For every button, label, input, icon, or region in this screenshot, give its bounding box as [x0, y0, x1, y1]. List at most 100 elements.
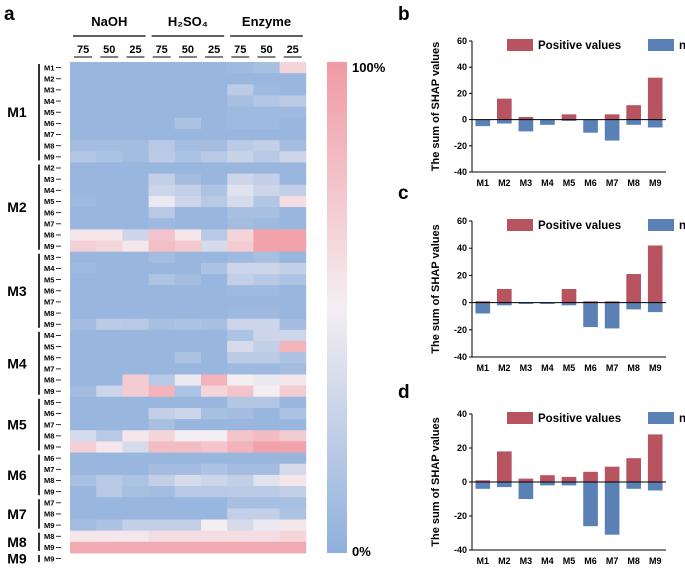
legend-label-negative: negative values	[679, 220, 685, 232]
heatmap-cell	[227, 296, 254, 308]
heatmap-cell	[253, 95, 280, 108]
row-label: M8	[44, 432, 54, 441]
legend-label-positive: Positive values	[538, 40, 621, 52]
heatmap-cell	[70, 62, 97, 74]
bar-negative	[604, 302, 620, 329]
row-label: M8	[44, 141, 54, 150]
heatmap-cell	[96, 218, 123, 230]
row-group-label: M6	[7, 467, 27, 483]
heatmap-cell	[148, 452, 176, 465]
heatmap-cell	[174, 508, 202, 520]
bar-positive	[647, 77, 663, 120]
y-tick-label: 60	[457, 36, 467, 46]
row-label: M7	[44, 420, 54, 429]
heatmap-cell	[201, 73, 228, 85]
heatmap-cell	[174, 95, 202, 108]
bar-negative	[475, 302, 491, 314]
x-tick-label: M5	[563, 363, 576, 373]
bar-chart-b: -40 -20 0 20 40 60 M1 M2 M3 M4 M5 M6 M7 M8 M9 The sum o…	[430, 36, 685, 188]
heatmap-cell	[70, 396, 97, 409]
heatmap-cell	[96, 195, 123, 208]
heatmap-cell	[148, 318, 176, 331]
x-tick-label: M2	[498, 556, 511, 566]
heatmap-cell	[148, 352, 176, 364]
heatmap-cell	[201, 329, 228, 342]
y-tick-label: 20	[457, 443, 467, 453]
heatmap-cell	[96, 128, 123, 141]
colorbar: 100% 0%	[327, 60, 386, 559]
heatmap-cell	[122, 541, 149, 554]
heatmap-cell	[148, 474, 176, 487]
heatmap-cell	[253, 307, 280, 320]
heatmap-cell	[201, 474, 228, 487]
heatmap-cell	[279, 396, 307, 409]
heatmap-cell	[174, 396, 202, 409]
heatmap-cell	[70, 474, 97, 487]
heatmap-cell	[227, 251, 254, 264]
heatmap-cell	[148, 407, 176, 420]
heatmap-cell	[122, 486, 149, 498]
heatmap-cell	[70, 530, 97, 543]
heatmap-cell	[279, 106, 307, 119]
bar-positive	[583, 301, 598, 303]
heatmap-cell	[227, 385, 254, 398]
heatmap-cell	[148, 173, 176, 186]
row-label: M3	[44, 175, 54, 184]
heatmap-cell	[201, 128, 228, 141]
heatmap-cell	[201, 374, 228, 387]
heatmap-cell	[148, 486, 176, 498]
heatmap-cell	[96, 340, 123, 353]
heatmap-cell	[122, 318, 149, 331]
heatmap-cell	[70, 285, 97, 297]
heatmap-cell	[279, 262, 307, 275]
heatmap-cell	[148, 519, 176, 532]
heatmap-cell	[201, 530, 228, 543]
heatmap-cell	[253, 218, 280, 230]
heatmap-cell	[174, 184, 202, 197]
heatmap-cell	[96, 274, 123, 286]
heatmap-cell	[279, 385, 307, 398]
y-axis-label: The sum of SHAP values	[430, 224, 442, 353]
heatmap-cell	[227, 73, 254, 85]
heatmap-cell	[174, 486, 202, 498]
row-label: M8	[44, 309, 54, 318]
heatmap-cell	[253, 519, 280, 532]
x-tick-label: M1	[477, 556, 490, 566]
heatmap-cell	[70, 419, 97, 431]
row-label: M6	[44, 353, 54, 362]
heatmap-cell	[227, 262, 254, 275]
heatmap-cell	[201, 218, 228, 230]
row-label: M8	[44, 532, 54, 541]
heatmap-cell	[148, 117, 176, 130]
heatmap-cell	[174, 329, 202, 342]
heatmap-cell	[148, 251, 176, 264]
heatmap-cell	[227, 207, 254, 219]
heatmap-cell	[201, 519, 228, 532]
heatmap-cell	[279, 340, 307, 353]
heatmap-cell	[174, 340, 202, 353]
heatmap-cell	[122, 407, 149, 420]
heatmap-cell	[148, 419, 176, 431]
bar-negative	[604, 482, 620, 535]
heatmap-cell	[227, 407, 254, 420]
heatmap-cell	[279, 530, 307, 543]
heatmap-cell	[253, 352, 280, 364]
row-label: M5	[44, 197, 54, 206]
heatmap-cell	[174, 62, 202, 74]
row-group-label: M5	[7, 417, 27, 433]
heatmap-cell	[253, 486, 280, 498]
heatmap-cell	[174, 430, 202, 442]
x-tick-label: M1	[477, 178, 490, 188]
row-label: M1	[44, 63, 54, 72]
heatmap-cell	[201, 274, 228, 286]
heatmap-cell	[96, 396, 123, 409]
heatmap-cell	[148, 106, 176, 119]
y-tick-label: -40	[454, 167, 467, 177]
heatmap-cell	[227, 486, 254, 498]
heatmap-cell	[201, 262, 228, 275]
row-label: M6	[44, 208, 54, 217]
heatmap-cell	[70, 463, 97, 476]
legend-swatch-negative	[648, 219, 674, 231]
heatmap: NaOH 75 50 25 H₂SO₄ 75 50 25 Enzyme 75 50 25 M1 M1 M2 M…	[7, 14, 307, 567]
